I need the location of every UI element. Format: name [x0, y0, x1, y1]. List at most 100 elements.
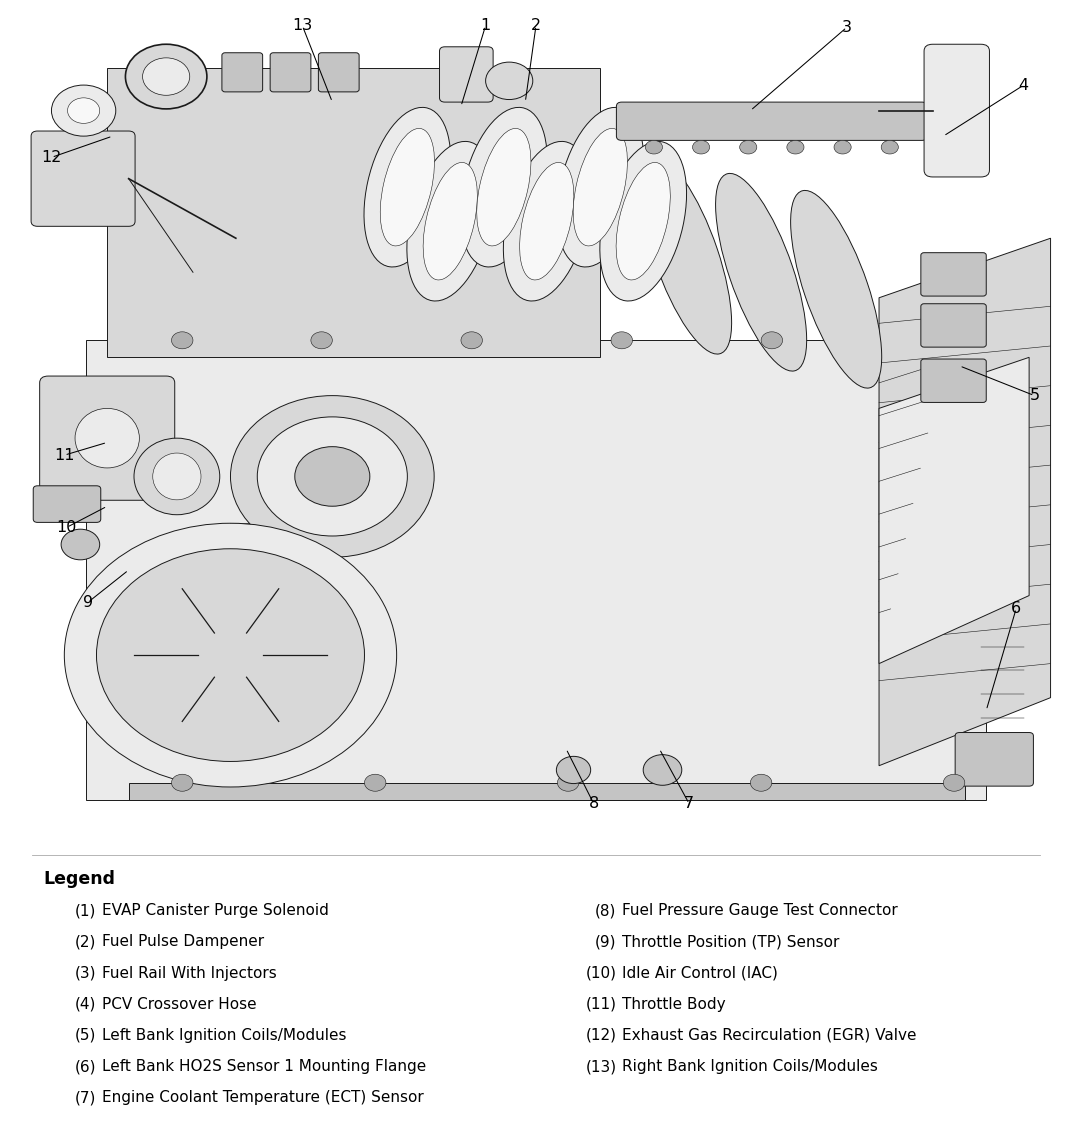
- Circle shape: [51, 86, 116, 136]
- Circle shape: [881, 140, 898, 154]
- Circle shape: [311, 332, 332, 348]
- Text: Throttle Position (TP) Sensor: Throttle Position (TP) Sensor: [622, 934, 839, 949]
- Ellipse shape: [791, 191, 881, 388]
- FancyBboxPatch shape: [222, 53, 263, 91]
- Polygon shape: [107, 69, 600, 357]
- FancyBboxPatch shape: [924, 45, 989, 177]
- Ellipse shape: [716, 174, 806, 371]
- Circle shape: [364, 774, 386, 791]
- Circle shape: [68, 98, 100, 123]
- Ellipse shape: [152, 453, 202, 500]
- Ellipse shape: [641, 156, 731, 354]
- Text: (1): (1): [75, 903, 96, 918]
- Circle shape: [750, 774, 772, 791]
- Circle shape: [172, 609, 289, 702]
- Circle shape: [556, 756, 591, 783]
- Text: (4): (4): [75, 997, 96, 1012]
- Circle shape: [172, 332, 193, 348]
- Ellipse shape: [381, 128, 434, 246]
- Text: Throttle Body: Throttle Body: [622, 997, 726, 1012]
- Ellipse shape: [600, 142, 686, 301]
- Text: (8): (8): [595, 903, 616, 918]
- Text: Legend: Legend: [43, 870, 115, 887]
- Circle shape: [693, 140, 710, 154]
- Circle shape: [557, 774, 579, 791]
- Text: EVAP Canister Purge Solenoid: EVAP Canister Purge Solenoid: [102, 903, 329, 918]
- FancyBboxPatch shape: [33, 485, 101, 522]
- Circle shape: [257, 417, 407, 536]
- Text: 6: 6: [1011, 601, 1022, 616]
- Text: (7): (7): [75, 1091, 96, 1105]
- Circle shape: [486, 62, 533, 99]
- Text: 11: 11: [54, 448, 75, 463]
- Ellipse shape: [423, 162, 477, 280]
- Text: 12: 12: [41, 150, 62, 164]
- Text: (13): (13): [585, 1059, 616, 1073]
- Circle shape: [643, 755, 682, 786]
- Polygon shape: [879, 357, 1029, 664]
- Text: 5: 5: [1029, 388, 1040, 403]
- Circle shape: [61, 529, 100, 560]
- FancyBboxPatch shape: [921, 252, 986, 296]
- FancyBboxPatch shape: [440, 47, 493, 102]
- Circle shape: [295, 447, 370, 506]
- Ellipse shape: [134, 439, 220, 515]
- Text: (10): (10): [585, 965, 616, 981]
- Text: 13: 13: [293, 18, 312, 33]
- Text: 4: 4: [1018, 78, 1029, 93]
- Text: (6): (6): [75, 1059, 96, 1073]
- Text: (3): (3): [75, 965, 96, 981]
- Circle shape: [96, 549, 364, 762]
- Circle shape: [645, 140, 662, 154]
- Ellipse shape: [574, 128, 627, 246]
- FancyBboxPatch shape: [921, 304, 986, 347]
- Text: (5): (5): [75, 1028, 96, 1043]
- Ellipse shape: [616, 162, 670, 280]
- Text: Fuel Pulse Dampener: Fuel Pulse Dampener: [102, 934, 264, 949]
- Ellipse shape: [75, 409, 139, 468]
- Circle shape: [943, 774, 965, 791]
- Text: Fuel Pressure Gauge Test Connector: Fuel Pressure Gauge Test Connector: [622, 903, 897, 918]
- Ellipse shape: [477, 128, 531, 246]
- Ellipse shape: [407, 142, 493, 301]
- Polygon shape: [129, 782, 965, 799]
- Ellipse shape: [557, 107, 643, 267]
- FancyBboxPatch shape: [31, 131, 135, 226]
- Circle shape: [143, 58, 190, 95]
- Text: 1: 1: [480, 18, 491, 33]
- Text: 2: 2: [531, 18, 541, 33]
- Polygon shape: [86, 340, 986, 799]
- FancyBboxPatch shape: [616, 102, 927, 140]
- Text: (9): (9): [595, 934, 616, 949]
- Ellipse shape: [461, 107, 547, 267]
- Circle shape: [787, 140, 804, 154]
- Text: 10: 10: [56, 520, 77, 534]
- FancyBboxPatch shape: [40, 376, 175, 500]
- FancyBboxPatch shape: [270, 53, 311, 91]
- FancyBboxPatch shape: [921, 359, 986, 402]
- Text: 9: 9: [83, 595, 93, 610]
- FancyBboxPatch shape: [955, 732, 1033, 786]
- Text: Left Bank Ignition Coils/Modules: Left Bank Ignition Coils/Modules: [102, 1028, 346, 1043]
- Circle shape: [740, 140, 757, 154]
- Text: 8: 8: [589, 796, 599, 812]
- FancyBboxPatch shape: [318, 53, 359, 91]
- Circle shape: [761, 332, 783, 348]
- Circle shape: [461, 332, 482, 348]
- Text: Exhaust Gas Recirculation (EGR) Valve: Exhaust Gas Recirculation (EGR) Valve: [622, 1028, 917, 1043]
- Ellipse shape: [520, 162, 574, 280]
- Circle shape: [172, 774, 193, 791]
- Polygon shape: [879, 239, 1051, 765]
- Text: (2): (2): [75, 934, 96, 949]
- Text: 7: 7: [684, 796, 695, 812]
- Text: (12): (12): [585, 1028, 616, 1043]
- Text: Idle Air Control (IAC): Idle Air Control (IAC): [622, 965, 777, 981]
- Circle shape: [204, 634, 257, 676]
- Text: Right Bank Ignition Coils/Modules: Right Bank Ignition Coils/Modules: [622, 1059, 878, 1073]
- Text: (11): (11): [585, 997, 616, 1012]
- Circle shape: [834, 140, 851, 154]
- Circle shape: [129, 574, 332, 735]
- Text: Fuel Rail With Injectors: Fuel Rail With Injectors: [102, 965, 277, 981]
- Circle shape: [611, 332, 632, 348]
- Text: Left Bank HO2S Sensor 1 Mounting Flange: Left Bank HO2S Sensor 1 Mounting Flange: [102, 1059, 426, 1073]
